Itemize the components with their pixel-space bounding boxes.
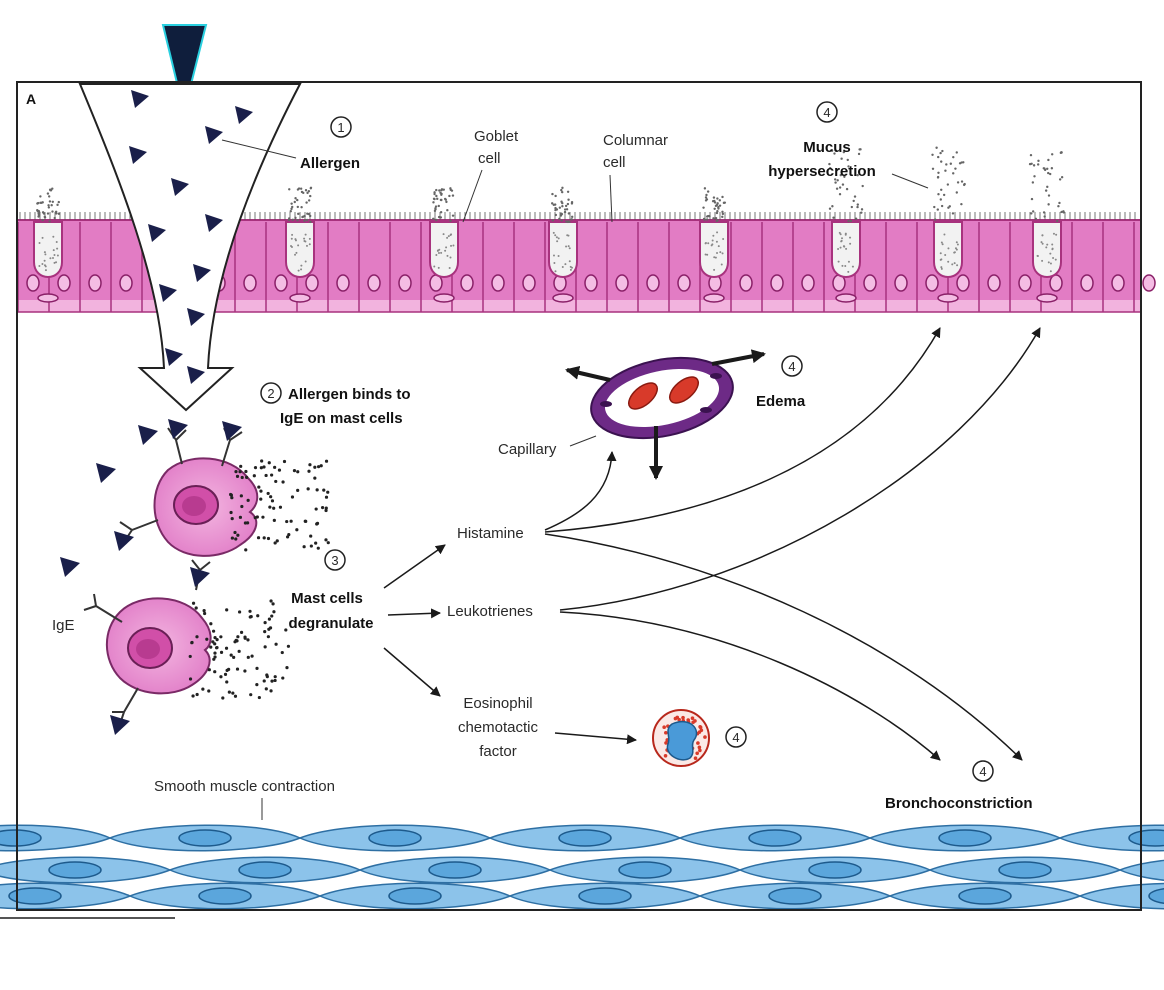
- smooth-muscle-layer: [0, 820, 1164, 909]
- degranulate-label-line1: Mast cells: [291, 590, 363, 607]
- columnar-label-line1: Columnar: [603, 132, 668, 149]
- degranulate-label-line2: degranulate: [288, 615, 373, 632]
- allergen-label: Allergen: [300, 155, 360, 172]
- step-4-eosinophil-marker: 4: [726, 727, 746, 747]
- step-2-marker: 2: [261, 383, 281, 403]
- svg-text:4: 4: [788, 359, 795, 374]
- smooth-muscle-label: Smooth muscle contraction: [154, 778, 335, 795]
- step-3-marker: 3: [325, 550, 345, 570]
- ige-label: IgE: [52, 617, 75, 634]
- goblet-label-line1: Goblet: [474, 128, 519, 145]
- histamine-label: Histamine: [457, 525, 524, 542]
- svg-text:4: 4: [823, 105, 830, 120]
- step-4-broncho-marker: 4: [973, 761, 993, 781]
- svg-text:4: 4: [732, 730, 739, 745]
- capillary-label: Capillary: [498, 441, 557, 458]
- mucus-label-line1: Mucus: [803, 139, 851, 156]
- step-4-mucus-marker: 4: [817, 102, 837, 122]
- binds-label-line2: IgE on mast cells: [280, 410, 403, 427]
- ecf-label-line1: Eosinophil: [463, 695, 532, 712]
- svg-text:2: 2: [267, 386, 274, 401]
- edema-label: Edema: [756, 393, 806, 410]
- svg-text:4: 4: [979, 764, 986, 779]
- columnar-label-line2: cell: [603, 154, 626, 171]
- ecf-label-line3: factor: [479, 743, 517, 760]
- svg-text:3: 3: [331, 553, 338, 568]
- mast-cell-lower: [107, 598, 211, 693]
- binds-label-line1: Allergen binds to: [288, 386, 411, 403]
- bronchoconstriction-label: Bronchoconstriction: [885, 795, 1033, 812]
- svg-text:1: 1: [337, 120, 344, 135]
- step-4-edema-marker: 4: [782, 356, 802, 376]
- panel-letter: A: [26, 91, 36, 107]
- ecf-label-line2: chemotactic: [458, 719, 539, 736]
- mucus-label-line2: hypersecretion: [768, 163, 876, 180]
- goblet-label-line2: cell: [478, 150, 501, 167]
- step-1-marker: 1: [331, 117, 351, 137]
- leukotrienes-label: Leukotrienes: [447, 603, 533, 620]
- eosinophil: [653, 710, 709, 766]
